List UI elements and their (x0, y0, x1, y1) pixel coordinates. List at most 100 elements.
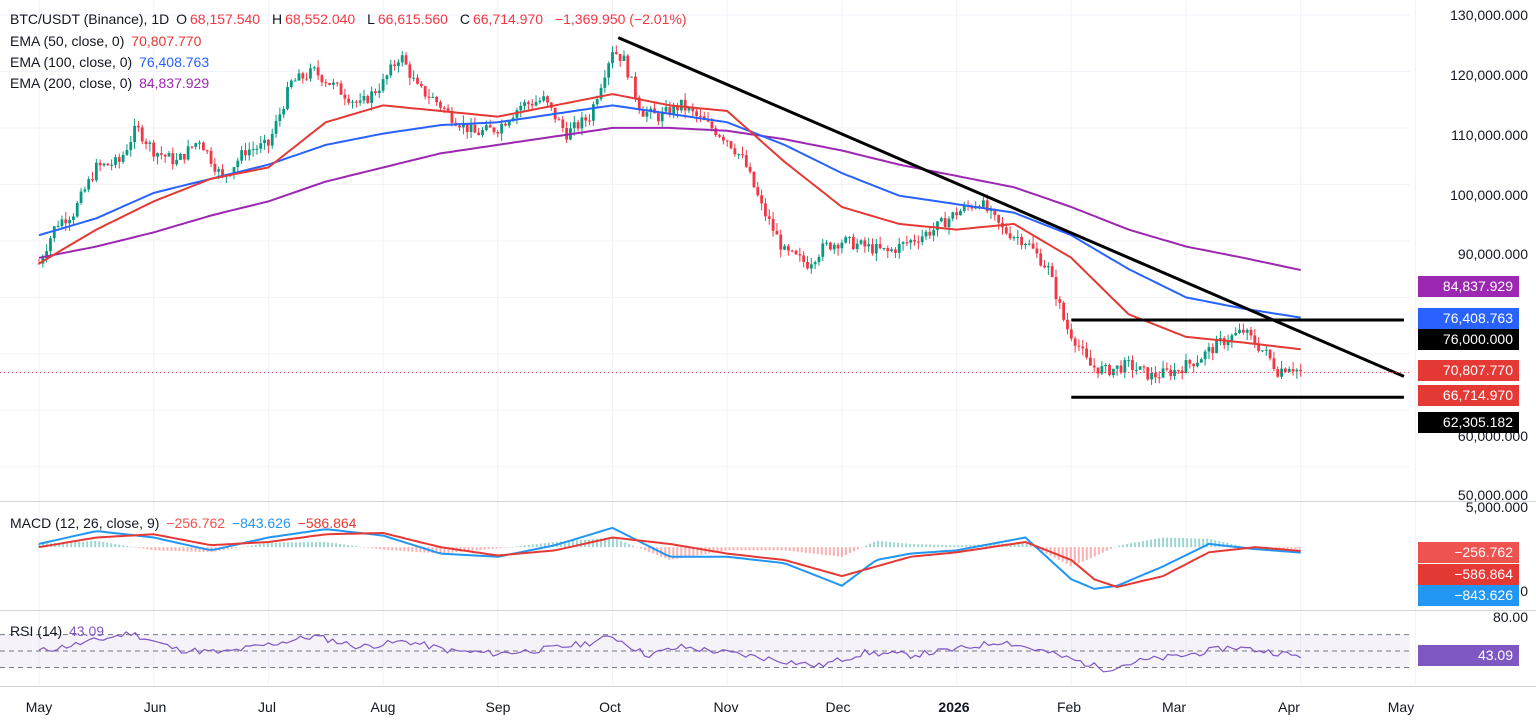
macd-histogram-bar (515, 546, 518, 548)
candle-body (129, 142, 133, 151)
macd-histogram-bar (351, 545, 354, 548)
candle-body (1211, 347, 1215, 354)
macd-histogram-bar (592, 539, 595, 548)
macd-histogram-bar (535, 544, 538, 548)
candle-body (358, 100, 362, 103)
candle-body (672, 105, 676, 116)
price-axis-label: 100,000.000 (1450, 187, 1528, 203)
candle-body (431, 97, 435, 99)
candle-body (370, 91, 374, 103)
ema50-line (38, 93, 1301, 351)
candle-body (691, 107, 695, 112)
candle-body (737, 154, 741, 156)
rsi-value-tag: 43.09 (1418, 645, 1519, 666)
candle-body (217, 169, 221, 172)
candle-body (882, 248, 886, 250)
candle-body (557, 119, 561, 121)
candle-body (366, 96, 370, 103)
candle-body (1031, 243, 1035, 249)
macd-histogram-bar (1206, 538, 1209, 548)
ema100-legend: EMA (100, close, 0) 76,408.763 (10, 52, 212, 73)
macd-histogram-bar (539, 543, 542, 548)
macd-histogram-bar (226, 547, 229, 550)
macd-histogram-bar (174, 547, 177, 552)
macd-histogram-bar (250, 545, 253, 548)
candle-body (1241, 329, 1245, 333)
macd-histogram-bar (949, 545, 952, 548)
macd-histogram-bar (1117, 545, 1120, 548)
candle-body (1261, 350, 1264, 352)
candle-body (1291, 368, 1295, 372)
candle-body (1280, 368, 1283, 377)
candle-body (637, 97, 641, 111)
ohlc-legend: BTC/USDT (Binance), 1D O 68,157.540 H 68,5… (10, 9, 689, 30)
candle-body (534, 102, 538, 106)
macd-signal-line (38, 531, 1301, 589)
macd-histogram-bar (1290, 547, 1293, 549)
candle-body (1073, 338, 1077, 346)
candle-body (404, 55, 408, 65)
macd-histogram-bar (294, 542, 297, 548)
candle-body (614, 52, 618, 54)
macd-histogram-bar (620, 540, 623, 548)
candle-body (519, 105, 523, 111)
macd-histogram-bar (772, 547, 775, 551)
low-value: 66,615.560 (377, 11, 448, 27)
macd-histogram-bar (736, 547, 739, 551)
macd-histogram-bar (435, 547, 438, 554)
macd-histogram-bar (720, 547, 723, 552)
candle-body (1268, 349, 1272, 359)
candle-body (263, 139, 266, 144)
candle-body (660, 111, 664, 122)
candle-body (98, 162, 102, 166)
candle-body (259, 143, 263, 149)
candle-body (324, 82, 328, 84)
macd-hist-value: −256.762 (166, 515, 226, 531)
candle-body (1111, 368, 1115, 376)
macd-histogram-bar (1298, 547, 1301, 549)
candle-body (52, 226, 56, 239)
candle-body (1272, 358, 1276, 370)
macd-histogram-bar (523, 545, 526, 548)
candle-body (442, 107, 446, 109)
time-axis-label: Jun (143, 699, 167, 715)
price-axis-label: 120,000.000 (1450, 67, 1528, 83)
candle-body (683, 99, 687, 111)
macd-histogram-bar (1137, 541, 1140, 548)
macd-histogram-bar (443, 547, 446, 554)
macd-histogram-bar (856, 547, 859, 550)
high-label: H (271, 11, 283, 27)
candle-body (729, 141, 733, 149)
macd-histogram-bar (387, 547, 390, 551)
candle-body (286, 87, 289, 110)
candle-body (133, 125, 136, 143)
macd-histogram-bar (270, 542, 273, 548)
candle-body (1131, 360, 1134, 371)
macd-histogram-bar (869, 543, 872, 548)
macd-histogram-bar (913, 544, 916, 548)
candle-body (293, 80, 297, 82)
macd-histogram-bar (166, 547, 169, 551)
candle-body (1173, 370, 1176, 377)
macd-histogram-bar (756, 547, 759, 551)
candle-body (744, 155, 748, 167)
candle-body (1284, 368, 1287, 372)
candle-body (148, 142, 152, 145)
candle-body (351, 101, 354, 103)
candle-body (1077, 345, 1081, 347)
candle-body (526, 102, 530, 104)
macd-histogram-bar (331, 542, 334, 548)
macd-histogram-bar (230, 547, 233, 549)
macd-histogram-bar (684, 547, 687, 558)
macd-histogram-bar (832, 547, 835, 556)
candle-body (1085, 348, 1088, 358)
macd-histogram-bar (238, 547, 241, 548)
candle-body (236, 160, 240, 168)
macd-histogram-bar (1029, 545, 1032, 548)
candle-body (1161, 368, 1165, 378)
candle-body (1058, 299, 1062, 303)
macd-histogram-bar (82, 541, 85, 548)
macd-histogram-bar (302, 542, 305, 548)
macd-histogram-bar (375, 547, 378, 549)
macd-histogram-bar (531, 544, 534, 548)
